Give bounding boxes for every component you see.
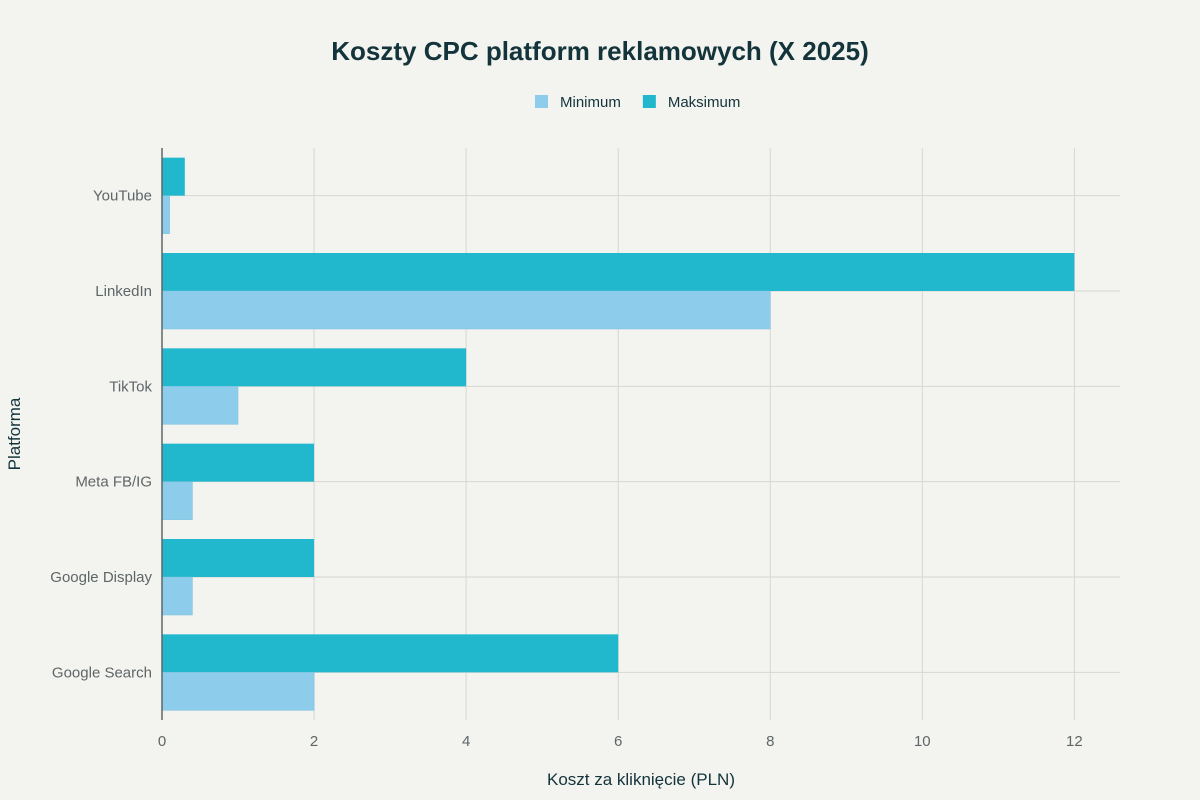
legend-swatch	[642, 95, 656, 108]
bar-maksimum	[162, 157, 185, 196]
x-tick-label: 8	[766, 733, 774, 750]
y-tick-label: Google Display	[50, 569, 152, 586]
legend-swatch	[535, 95, 548, 108]
bar-minimum	[161, 481, 193, 520]
y-tick-label: LinkedIn	[95, 283, 152, 300]
bar-maksimum	[162, 539, 315, 577]
x-axis-label: Koszt za kliknięcie (PLN)	[547, 770, 735, 789]
x-tick-label: 12	[1066, 733, 1083, 750]
bar-minimum	[161, 290, 771, 330]
legend-label: Maksimum	[668, 94, 741, 111]
x-tick-label: 4	[462, 733, 470, 750]
bar-maksimum	[162, 348, 467, 387]
bar-maksimum	[162, 634, 619, 673]
legend-label: Minimum	[560, 94, 621, 111]
y-axis-label: Platforma	[5, 397, 24, 470]
y-tick-label: TikTok	[109, 378, 152, 395]
legend: Minimum Maksimum	[535, 94, 740, 111]
bar-minimum	[161, 386, 239, 425]
x-tick-label: 10	[914, 733, 931, 750]
bar-minimum	[161, 576, 193, 616]
y-tick-label: Meta FB/IG	[75, 474, 152, 491]
bar-minimum	[161, 672, 315, 711]
y-tick-label: Google Search	[52, 664, 152, 681]
bar-minimum	[161, 195, 170, 234]
x-tick-label: 2	[310, 733, 318, 750]
chart-title: Koszty CPC platform reklamowych (X 2025)	[331, 36, 869, 66]
bar-maksimum	[162, 253, 1075, 291]
y-tick-label: YouTube	[93, 188, 152, 205]
bar-maksimum	[162, 443, 315, 482]
x-tick-label: 0	[158, 733, 166, 750]
x-tick-label: 6	[614, 733, 622, 750]
